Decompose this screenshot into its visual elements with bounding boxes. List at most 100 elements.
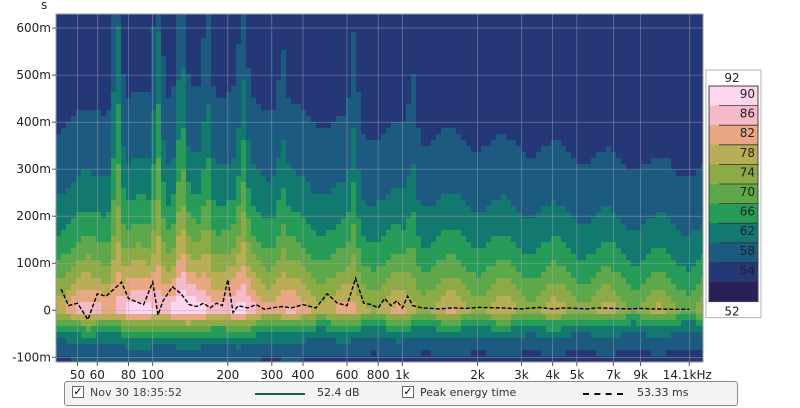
heat-cell: [451, 128, 457, 135]
heat-cell: [156, 14, 162, 21]
heat-cell: [366, 98, 372, 105]
heat-cell: [81, 164, 87, 171]
heat-cell: [466, 272, 472, 279]
heat-cell: [56, 98, 62, 105]
heat-cell: [56, 218, 62, 225]
heat-cell: [226, 92, 232, 99]
heat-cell: [461, 80, 467, 87]
heat-cell: [361, 206, 367, 213]
heat-cell: [61, 50, 67, 57]
heat-cell: [281, 230, 287, 237]
heat-cell: [266, 224, 272, 231]
heat-cell: [371, 212, 377, 219]
heat-cell: [291, 26, 297, 33]
heat-cell: [66, 356, 72, 362]
heat-cell: [136, 314, 142, 321]
heat-cell: [321, 230, 327, 237]
heat-cell: [396, 278, 402, 285]
heat-cell: [201, 170, 207, 177]
heat-cell: [386, 284, 392, 291]
heat-cell: [71, 182, 77, 189]
heat-cell: [81, 146, 87, 153]
heat-cell: [461, 122, 467, 129]
heat-cell: [306, 212, 312, 219]
heat-cell: [366, 254, 372, 261]
heat-cell: [436, 164, 442, 171]
heat-cell: [396, 194, 402, 201]
heat-cell: [341, 14, 347, 21]
heat-cell: [316, 74, 322, 81]
heat-cell: [86, 98, 92, 105]
heat-cell: [476, 140, 482, 147]
heat-cell: [471, 356, 477, 362]
heat-cell: [186, 236, 192, 243]
heat-cell: [391, 116, 397, 123]
heat-cell: [286, 338, 292, 345]
heat-cell: [336, 164, 342, 171]
heat-cell: [136, 62, 142, 69]
heat-cell: [396, 44, 402, 51]
heat-cell: [56, 110, 62, 117]
heat-cell: [136, 182, 142, 189]
heat-cell: [356, 248, 362, 255]
heat-cell: [471, 332, 477, 339]
heat-cell: [171, 266, 177, 273]
heat-cell: [66, 128, 72, 135]
heat-cell: [116, 338, 122, 345]
heat-cell: [181, 32, 187, 39]
heat-cell: [171, 80, 177, 87]
heat-cell: [461, 350, 467, 357]
heat-cell: [461, 56, 467, 63]
heat-cell: [201, 14, 207, 21]
heat-cell: [291, 350, 297, 357]
heat-cell: [166, 302, 172, 309]
heat-cell: [121, 62, 127, 69]
heat-cell: [71, 50, 77, 57]
heat-cell: [441, 248, 447, 255]
heat-cell: [96, 86, 102, 93]
heat-cell: [266, 272, 272, 279]
heat-cell: [406, 200, 412, 207]
heat-cell: [66, 284, 72, 291]
heat-cell: [156, 278, 162, 285]
heat-cell: [481, 332, 487, 339]
heat-cell: [371, 332, 377, 339]
heat-cell: [341, 326, 347, 333]
heat-cell: [186, 344, 192, 351]
heat-cell: [446, 38, 452, 45]
heat-cell: [291, 236, 297, 243]
heat-cell: [416, 338, 422, 345]
heat-cell: [296, 182, 302, 189]
heat-cell: [206, 122, 212, 129]
heat-cell: [61, 278, 67, 285]
heat-cell: [291, 50, 297, 57]
heat-cell: [366, 152, 372, 159]
heat-cell: [241, 122, 247, 129]
heat-cell: [376, 278, 382, 285]
heat-cell: [146, 266, 152, 273]
heat-cell: [431, 332, 437, 339]
heat-cell: [376, 20, 382, 27]
heat-cell: [156, 230, 162, 237]
heat-cell: [441, 86, 447, 93]
heat-cell: [196, 266, 202, 273]
heat-cell: [161, 356, 167, 362]
heat-cell: [316, 266, 322, 273]
heat-cell: [386, 332, 392, 339]
heat-cell: [361, 146, 367, 153]
heat-cell: [266, 308, 272, 315]
heat-cell: [56, 38, 62, 45]
heat-cell: [381, 320, 387, 327]
heat-cell: [286, 278, 292, 285]
heat-cell: [166, 50, 172, 57]
heat-cell: [221, 308, 227, 315]
heat-cell: [296, 344, 302, 351]
heat-cell: [381, 248, 387, 255]
heat-cell: [121, 200, 127, 207]
heat-cell: [101, 176, 107, 183]
heat-cell: [211, 182, 217, 189]
heat-cell: [326, 266, 332, 273]
heat-cell: [171, 236, 177, 243]
heat-cell: [76, 122, 82, 129]
heat-cell: [256, 98, 262, 105]
